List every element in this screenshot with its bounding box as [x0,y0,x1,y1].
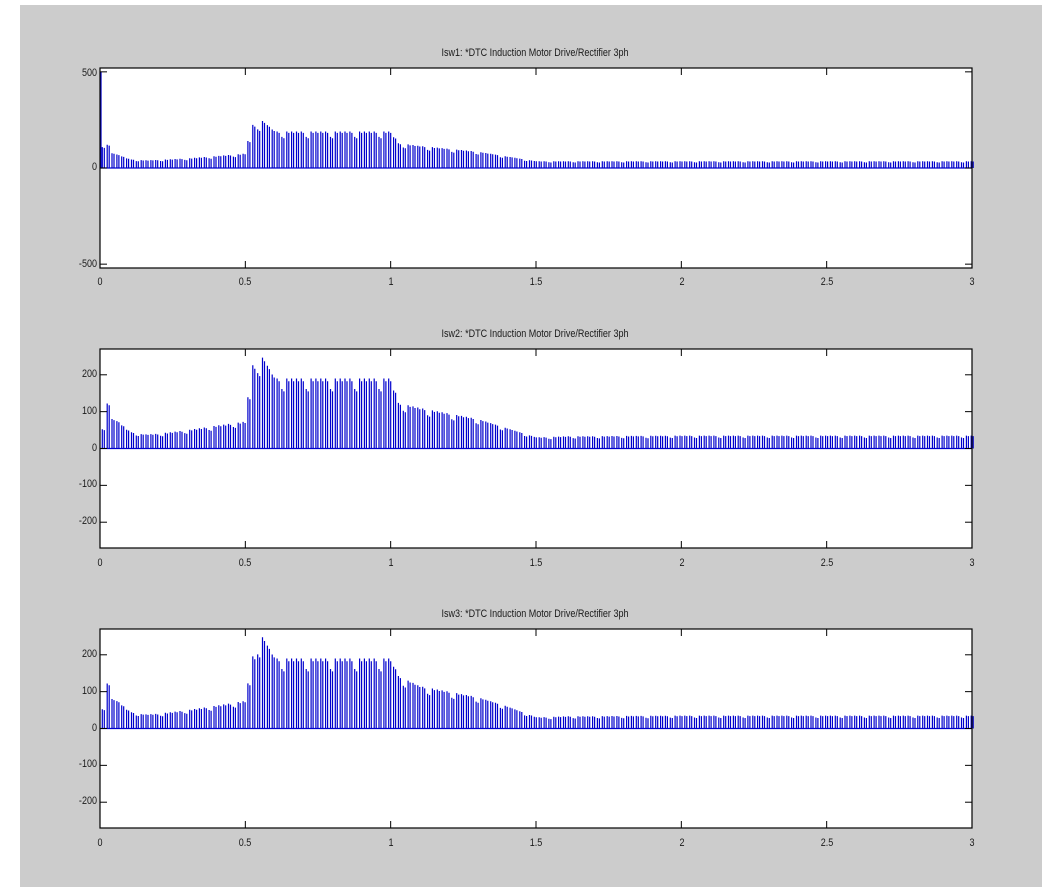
x-tick-label: 0.5 [238,557,252,569]
x-tick-label: 1 [388,837,394,849]
y-tick-label: 200 [81,368,97,380]
y-tick-label: -500 [78,258,97,270]
axes-title: Isw3: *DTC Induction Motor Drive/Rectifi… [441,608,629,620]
y-tick-label: -200 [78,795,97,807]
signal-trace [101,357,974,449]
y-tick-label: -100 [78,478,97,490]
x-tick-label: 0.5 [238,276,252,288]
x-tick-label: 3 [969,276,975,288]
axes-title: Isw2: *DTC Induction Motor Drive/Rectifi… [441,328,629,340]
y-tick-label: 200 [81,648,97,660]
axes-title: Isw1: *DTC Induction Motor Drive/Rectifi… [441,47,629,59]
x-tick-label: 2 [679,276,685,288]
x-tick-label: 1 [388,276,394,288]
plot-area [99,628,974,829]
plot-area [99,348,974,549]
x-tick-label: 0 [97,837,103,849]
y-tick-label: -100 [78,758,97,770]
x-tick-label: 2.5 [820,837,834,849]
y-tick-label: 100 [81,405,97,417]
y-tick-label: 0 [91,722,97,734]
x-tick-label: 2.5 [820,557,834,569]
x-tick-label: 2.5 [820,276,834,288]
signal-trace [101,637,974,729]
y-tick-label: -200 [78,515,97,527]
x-tick-label: 0 [97,557,103,569]
plot-area [99,67,974,269]
x-tick-label: 0 [97,276,103,288]
x-tick-label: 3 [969,557,975,569]
x-tick-label: 3 [969,837,975,849]
x-tick-label: 1.5 [529,837,543,849]
x-tick-label: 0.5 [238,837,252,849]
signal-trace [100,71,974,168]
x-tick-label: 1.5 [529,276,543,288]
x-tick-label: 1.5 [529,557,543,569]
y-tick-label: 100 [81,685,97,697]
figure-canvas: Isw1: *DTC Induction Motor Drive/Rectifi… [20,5,1042,887]
y-tick-label: 500 [81,67,97,79]
y-tick-label: 0 [91,161,97,173]
x-tick-label: 2 [679,557,685,569]
y-tick-label: 0 [91,442,97,454]
x-tick-label: 1 [388,557,394,569]
x-tick-label: 2 [679,837,685,849]
